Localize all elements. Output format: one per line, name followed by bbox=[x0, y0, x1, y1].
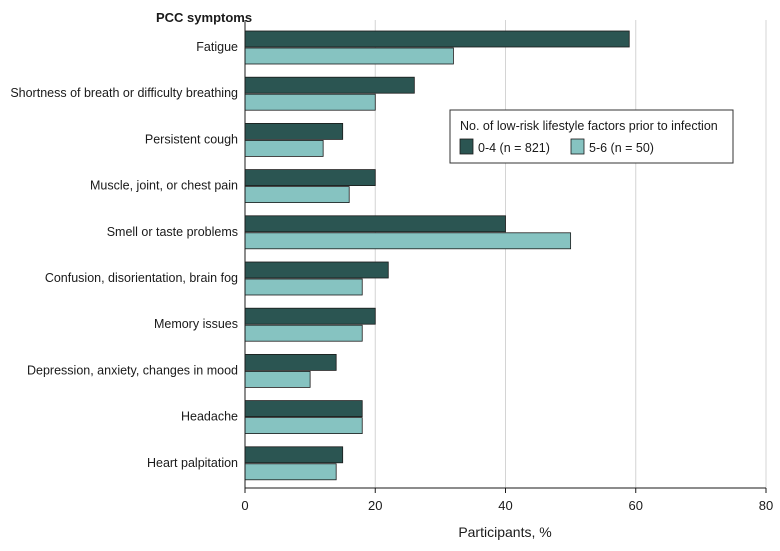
bar-confusion-disorientation-brain-fog-series-1 bbox=[244, 278, 363, 296]
category-label-depression-anxiety-changes-in-mood: Depression, anxiety, changes in mood bbox=[27, 363, 238, 377]
bar-smell-or-taste-problems-series-0 bbox=[244, 215, 506, 233]
category-label-persistent-cough: Persistent cough bbox=[145, 132, 238, 146]
bar-memory-issues-series-0 bbox=[244, 307, 376, 325]
category-label-smell-or-taste-problems: Smell or taste problems bbox=[107, 225, 238, 239]
bar-muscle-joint-or-chest-pain-series-1 bbox=[244, 186, 350, 204]
bar-headache-series-0 bbox=[244, 400, 363, 418]
legend-title: No. of low-risk lifestyle factors prior … bbox=[460, 119, 718, 133]
bar-fatigue-series-1 bbox=[244, 47, 454, 65]
category-label-heart-palpitation: Heart palpitation bbox=[147, 456, 238, 470]
bar-persistent-cough-series-1 bbox=[244, 139, 324, 157]
bar-shortness-of-breath-or-difficulty-breathing-series-0 bbox=[244, 76, 415, 94]
x-axis-title: Participants, % bbox=[458, 524, 551, 540]
legend: No. of low-risk lifestyle factors prior … bbox=[449, 109, 734, 164]
bar-memory-issues-series-1 bbox=[244, 324, 363, 342]
bar-heart-palpitation-series-1 bbox=[244, 463, 337, 481]
x-ticks: 0 20 40 60 80 bbox=[241, 488, 773, 513]
x-tick-label-20: 20 bbox=[368, 498, 382, 513]
category-label-headache: Headache bbox=[181, 410, 238, 424]
x-tick-label-80: 80 bbox=[759, 498, 773, 513]
bars bbox=[244, 30, 630, 481]
bar-confusion-disorientation-brain-fog-series-0 bbox=[244, 261, 389, 279]
bar-heart-palpitation-series-0 bbox=[244, 446, 344, 464]
x-tick-label-40: 40 bbox=[498, 498, 512, 513]
x-tick-label-0: 0 bbox=[241, 498, 248, 513]
bar-depression-anxiety-changes-in-mood-series-0 bbox=[244, 353, 337, 371]
gridlines bbox=[374, 20, 767, 488]
category-label-fatigue: Fatigue bbox=[196, 40, 238, 54]
legend-swatch-0-4 bbox=[459, 138, 474, 155]
category-label-shortness-of-breath-or-difficulty-breathing: Shortness of breath or difficulty breath… bbox=[10, 86, 238, 100]
legend-label-5-6: 5-6 (n = 50) bbox=[589, 141, 654, 155]
bar-persistent-cough-series-0 bbox=[244, 123, 344, 140]
bar-muscle-joint-or-chest-pain-series-0 bbox=[244, 169, 376, 187]
category-label-confusion-disorientation-brain-fog: Confusion, disorientation, brain fog bbox=[45, 271, 238, 285]
bar-shortness-of-breath-or-difficulty-breathing-series-1 bbox=[244, 93, 376, 111]
bar-depression-anxiety-changes-in-mood-series-1 bbox=[244, 370, 311, 388]
x-tick-label-60: 60 bbox=[629, 498, 643, 513]
bar-fatigue-series-0 bbox=[244, 30, 630, 48]
bar-smell-or-taste-problems-series-1 bbox=[244, 232, 572, 250]
category-label-muscle-joint-or-chest-pain: Muscle, joint, or chest pain bbox=[90, 179, 238, 193]
category-labels: Fatigue Shortness of breath or difficulty… bbox=[10, 40, 238, 470]
legend-label-0-4: 0-4 (n = 821) bbox=[478, 141, 550, 155]
legend-swatch-5-6 bbox=[570, 138, 585, 155]
legend-box bbox=[449, 109, 734, 164]
bar-headache-series-1 bbox=[244, 417, 363, 435]
category-label-memory-issues: Memory issues bbox=[154, 317, 238, 331]
y-axis-title: PCC symptoms bbox=[156, 10, 252, 25]
